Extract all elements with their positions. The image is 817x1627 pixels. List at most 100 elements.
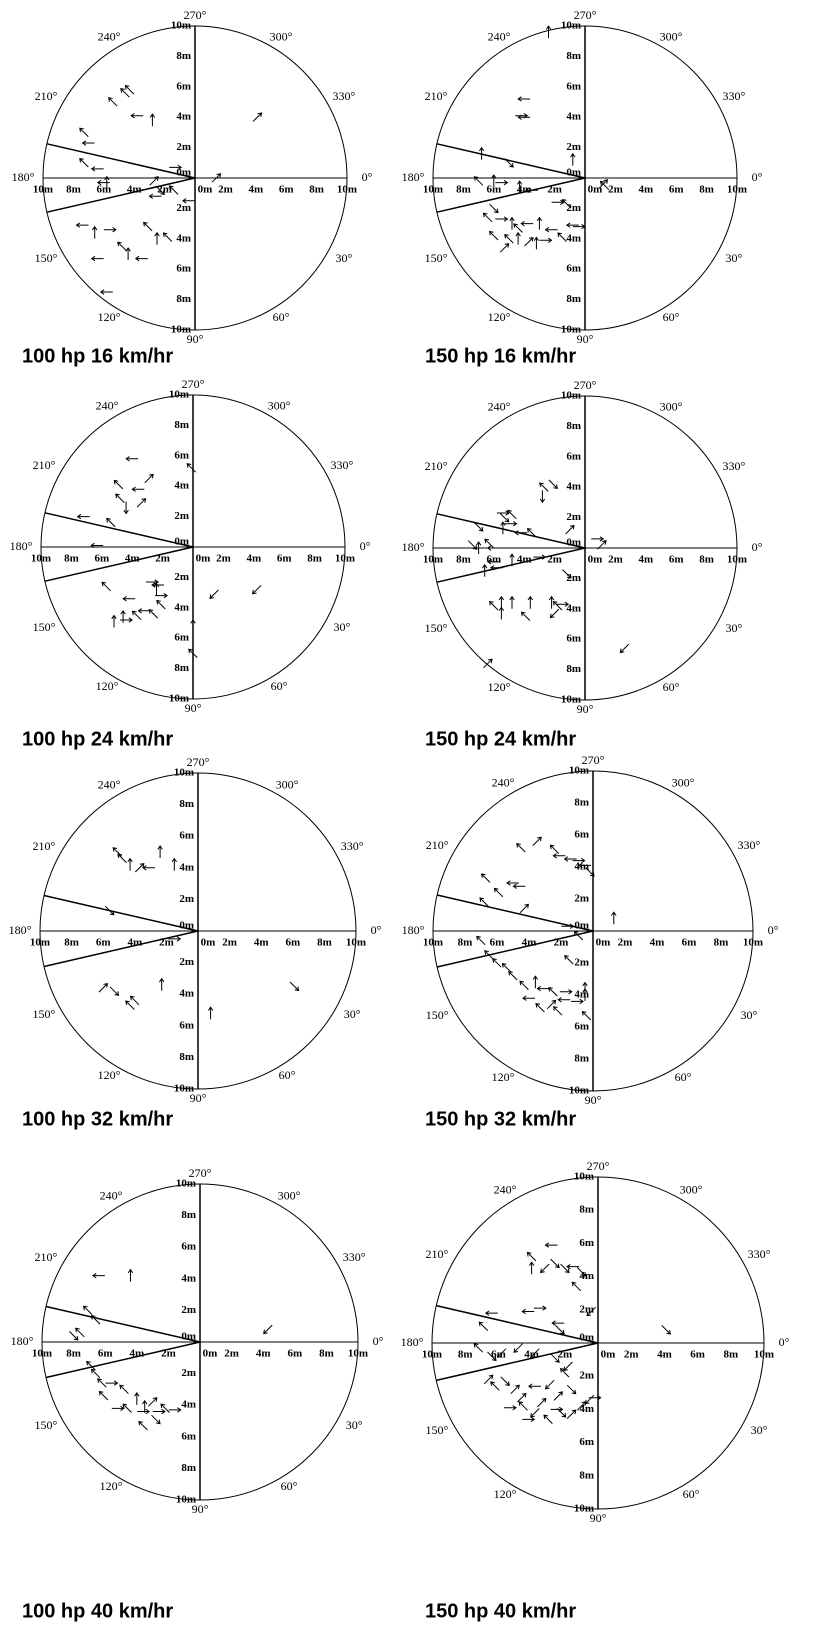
arrow <box>582 981 588 995</box>
arrow <box>113 479 124 490</box>
x-tick-label: 2m <box>608 184 623 196</box>
arrow <box>539 237 553 244</box>
x-tick-label: 8m <box>456 554 471 566</box>
angle-label: 150° <box>426 1423 449 1437</box>
x-tick-label: 0m <box>588 184 603 196</box>
arrow <box>512 883 526 889</box>
x-tick-label: 6m <box>486 184 501 196</box>
arrow <box>550 1406 564 1413</box>
angle-label: 240° <box>98 777 121 791</box>
arrow <box>581 1010 592 1021</box>
arrow <box>526 1251 537 1262</box>
arrow <box>155 185 165 196</box>
x-tick-label: 6m <box>96 937 111 949</box>
arrow <box>487 1351 497 1362</box>
x-tick-label: 8m <box>699 184 714 196</box>
panel: 10m 8m 6m 4m 2m 0m 2m 4m 6m 8m 10m 10m 8m 6m 4m 2m 0m 2m 4… <box>9 755 382 1131</box>
y-tick-label: 4m <box>179 988 194 1000</box>
x-tick-label: 10m <box>727 184 747 196</box>
arrow <box>104 905 115 916</box>
arrow <box>504 233 514 244</box>
angle-label: 180° <box>9 923 32 937</box>
angle-label: 270° <box>574 378 597 392</box>
chart-title: 150 hp 32 km/hr <box>425 1108 576 1130</box>
arrow <box>90 255 104 262</box>
y-tick-label: 4m <box>176 232 191 244</box>
arrow <box>562 569 572 579</box>
angle-label: 60° <box>675 1070 692 1084</box>
x-tick-label: 10m <box>33 184 53 196</box>
angle-label: 240° <box>488 399 511 413</box>
arrow <box>573 930 584 941</box>
arrow <box>495 216 509 222</box>
x-tick-label: 2m <box>557 1349 572 1361</box>
angle-label: 30° <box>726 621 743 635</box>
arrow <box>527 595 533 609</box>
y-tick-label: 10m <box>569 765 589 777</box>
y-tick-label: 8m <box>574 797 589 809</box>
angle-label: 120° <box>100 1479 123 1493</box>
arrow <box>504 1405 517 1411</box>
y-tick-label: 4m <box>566 111 581 123</box>
x-tick-label: 8m <box>714 937 729 949</box>
angle-label: 30° <box>344 1007 361 1021</box>
arrow <box>564 954 574 965</box>
arrow <box>499 513 510 523</box>
arrow <box>125 456 139 462</box>
arrow <box>101 581 111 592</box>
x-tick-label: 0m <box>203 1348 218 1360</box>
arrow <box>489 565 503 571</box>
y-tick-label: 0m <box>181 1331 196 1343</box>
angle-label: 210° <box>426 838 449 852</box>
angle-label: 240° <box>100 1188 123 1202</box>
y-tick-label: 0m <box>579 1332 594 1344</box>
sector-line <box>436 1304 599 1344</box>
arrow <box>524 187 538 193</box>
angle-label: 210° <box>33 458 56 472</box>
arrow <box>552 600 563 611</box>
y-tick-label: 6m <box>574 829 589 841</box>
y-tick-label: 4m <box>174 601 189 613</box>
arrow <box>524 236 534 247</box>
y-tick-label: 2m <box>176 141 191 153</box>
arrow <box>586 1306 596 1317</box>
y-tick-label: 2m <box>566 141 581 153</box>
arrow <box>106 517 116 528</box>
arrow <box>597 540 607 550</box>
arrow <box>108 97 118 107</box>
y-tick-label: 4m <box>574 989 589 1001</box>
arrow <box>599 180 610 191</box>
x-tick-label: 6m <box>669 184 684 196</box>
arrow <box>551 199 565 206</box>
angle-label: 90° <box>585 1093 602 1107</box>
angle-label: 60° <box>683 1487 700 1501</box>
arrow <box>123 501 129 515</box>
sector-line <box>44 546 194 582</box>
arrow <box>168 185 179 195</box>
angle-label: 180° <box>10 539 33 553</box>
arrow <box>499 243 510 253</box>
y-tick-label: 8m <box>566 50 581 62</box>
sector-line <box>436 930 594 968</box>
angle-label: 270° <box>582 753 605 767</box>
y-tick-label: 2m <box>566 511 581 523</box>
arrow <box>560 1263 570 1274</box>
angle-label: 0° <box>779 1335 790 1349</box>
sector-line <box>436 177 586 213</box>
arrow <box>500 521 506 535</box>
angle-label: 330° <box>737 838 760 852</box>
arrow <box>530 1408 540 1418</box>
y-tick-label: 4m <box>176 111 191 123</box>
x-tick-label: 2m <box>161 1348 176 1360</box>
arrow <box>484 950 494 960</box>
arrow <box>148 1397 158 1407</box>
y-tick-label: 6m <box>566 263 581 275</box>
x-tick-label: 10m <box>727 554 747 566</box>
x-tick-label: 0m <box>196 553 211 565</box>
angle-label: 210° <box>426 1247 449 1261</box>
x-tick-label: 8m <box>723 1349 738 1361</box>
arrow <box>157 845 163 858</box>
angle-label: 90° <box>590 1511 607 1525</box>
x-tick-label: 2m <box>224 1348 239 1360</box>
angle-label: 0° <box>768 923 779 937</box>
